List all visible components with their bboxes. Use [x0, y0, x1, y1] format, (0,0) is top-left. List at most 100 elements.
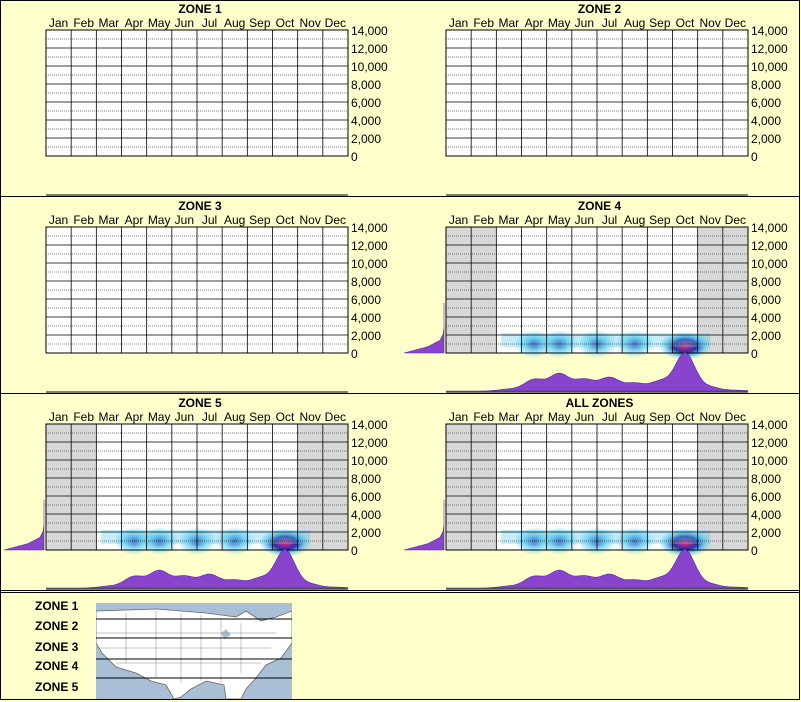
month-label: Oct [275, 213, 295, 227]
value-density-curve [403, 500, 445, 551]
plot-area [45, 226, 349, 354]
y-tick-label: 8,000 [351, 275, 382, 289]
month-label: Oct [275, 410, 295, 424]
y-tick-label: 10,000 [751, 454, 788, 468]
y-tick-label: 2,000 [751, 329, 782, 343]
month-label: Feb [73, 16, 94, 30]
month-label: Aug [623, 16, 646, 30]
y-tick-label: 4,000 [351, 114, 382, 128]
y-tick-label: 12,000 [751, 239, 788, 253]
month-label: Oct [675, 16, 695, 30]
value-density-curve [3, 500, 45, 551]
y-tick-label: 6,000 [351, 490, 382, 504]
heat-spot [539, 527, 580, 555]
plot-area [445, 29, 749, 157]
y-tick-label: 2,000 [351, 329, 382, 343]
panel-zone-4: ZONE 4 Jan Feb Mar Apr May Jun Jul Aug Sep Oct Nov D… [400, 197, 800, 394]
month-label: Mar [98, 16, 120, 30]
month-label: Apr [524, 16, 544, 30]
month-label: Apr [124, 213, 144, 227]
month-label: Dec [724, 410, 746, 424]
month-label: Jul [201, 16, 218, 30]
plot-svg [403, 423, 749, 590]
y-tick-label: 4,000 [351, 508, 382, 522]
month-label: Nov [299, 16, 321, 30]
month-label: Apr [124, 410, 144, 424]
y-tick-label: 14,000 [351, 418, 388, 432]
y-tick-label: 6,000 [751, 490, 782, 504]
month-label: Jun [574, 410, 594, 424]
y-tick-label: 6,000 [351, 293, 382, 307]
month-label: May [547, 16, 571, 30]
panel-title: ALL ZONES [565, 396, 634, 410]
month-label: Feb [473, 213, 494, 227]
month-label: Jul [601, 213, 618, 227]
y-tick-label: 4,000 [751, 311, 782, 325]
plot-border [445, 226, 749, 354]
plot-area [445, 423, 749, 557]
month-label: Dec [324, 16, 346, 30]
month-label: Mar [498, 16, 520, 30]
plot-area [445, 226, 749, 360]
month-density-curve [46, 549, 349, 589]
y-tick-label: 0 [751, 347, 758, 361]
month-label: Apr [524, 213, 544, 227]
y-tick-label: 8,000 [351, 78, 382, 92]
month-label: Jun [574, 213, 594, 227]
y-tick-label: 2,000 [351, 526, 382, 540]
month-label: Jan [48, 410, 69, 424]
plot-border [45, 423, 349, 551]
y-tick-label: 4,000 [351, 311, 382, 325]
y-tick-label: 6,000 [751, 96, 782, 110]
panel-title: ZONE 4 [577, 199, 622, 213]
month-label: Jun [574, 16, 594, 30]
month-label: Jun [174, 213, 194, 227]
panel-title: ZONE 5 [178, 396, 222, 410]
y-tick-label: 4,000 [751, 508, 782, 522]
y-tick-label: 10,000 [351, 60, 388, 74]
month-label: Aug [223, 213, 246, 227]
y-tick-label: 10,000 [751, 257, 788, 271]
shaded-month-dec [722, 227, 748, 353]
month-label: Apr [124, 16, 144, 30]
zone-legend: ZONE 1 ZONE 2 ZONE 3 ZONE 4 ZONE 5 [0, 592, 800, 702]
plot-border [445, 29, 749, 157]
plot-svg [445, 29, 749, 196]
plot-svg [403, 226, 749, 393]
value-density-curve [403, 303, 445, 354]
shaded-month-dec [322, 424, 348, 550]
plot-border [45, 226, 349, 354]
y-tick-label: 12,000 [351, 239, 388, 253]
panel-title: ZONE 3 [178, 199, 222, 213]
month-label: Jul [201, 410, 218, 424]
y-tick-label: 14,000 [751, 24, 788, 38]
y-tick-label: 12,000 [351, 436, 388, 450]
month-label: Jul [201, 213, 218, 227]
month-label: Nov [299, 410, 321, 424]
month-label: Sep [649, 213, 671, 227]
y-tick-label: 6,000 [351, 96, 382, 110]
y-tick-label: 12,000 [751, 42, 788, 56]
month-label: Jun [174, 16, 194, 30]
y-tick-label: 0 [351, 150, 358, 164]
heat-spot [539, 330, 580, 358]
plot-svg [45, 29, 349, 196]
y-tick-label: 2,000 [751, 526, 782, 540]
y-tick-label: 14,000 [351, 221, 388, 235]
month-label: Oct [675, 410, 695, 424]
month-label: Sep [649, 16, 671, 30]
month-label: Oct [675, 213, 695, 227]
month-label: May [547, 410, 571, 424]
y-tick-label: 10,000 [751, 60, 788, 74]
month-density-curve [446, 549, 749, 589]
plot-svg [3, 423, 349, 590]
month-label: Sep [649, 410, 671, 424]
month-label: Nov [299, 213, 321, 227]
y-tick-label: 2,000 [751, 132, 782, 146]
plot-area [45, 423, 349, 557]
y-tick-label: 14,000 [351, 24, 388, 38]
month-label: Sep [249, 410, 271, 424]
month-label: Dec [724, 16, 746, 30]
month-label: Aug [223, 16, 246, 30]
panel-title: ZONE 2 [577, 2, 622, 16]
